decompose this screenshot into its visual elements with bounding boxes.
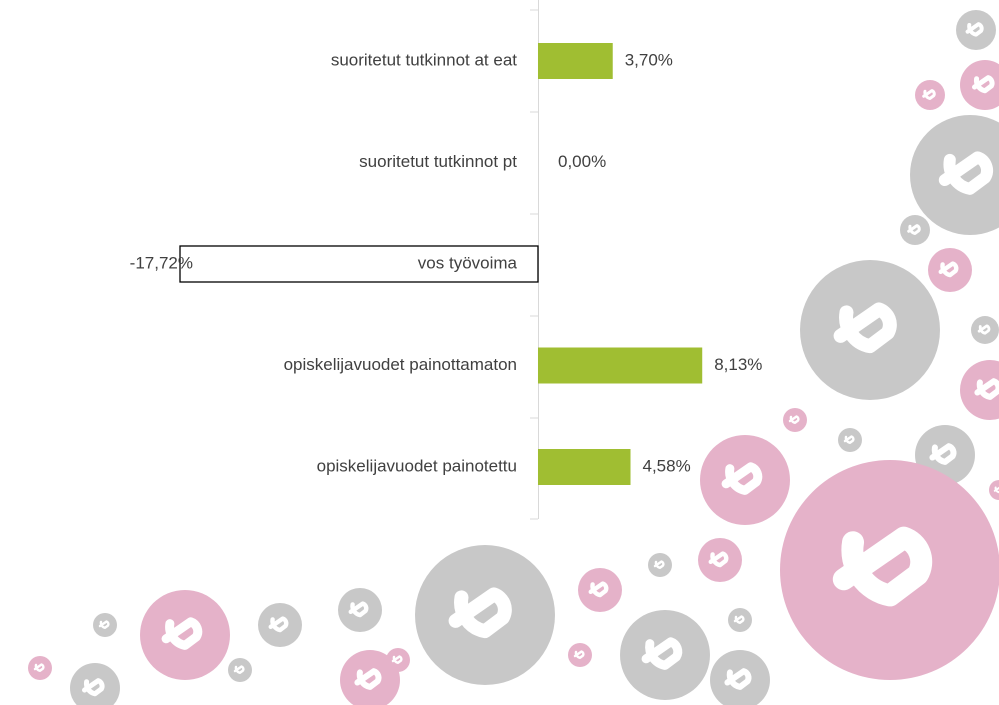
decor-circle [386, 648, 410, 672]
plot-area: suoritetut tutkinnot at eat 3,70% suoritet… [130, 0, 763, 519]
bar [538, 43, 613, 79]
decor-circle [928, 248, 972, 292]
decor-circle [648, 553, 672, 577]
decor-circle [338, 588, 382, 632]
decor-circle [728, 608, 752, 632]
decor-circle [900, 215, 930, 245]
decor-circle [915, 80, 945, 110]
decor-circle [971, 316, 999, 344]
decor-circle [93, 613, 117, 637]
bar [538, 449, 631, 485]
decor-circle [710, 650, 770, 705]
category-label: opiskelijavuodet painottamaton [284, 355, 517, 374]
category-label: suoritetut tutkinnot pt [359, 152, 517, 171]
value-label: 4,58% [643, 456, 691, 475]
value-label: -17,72% [130, 253, 193, 272]
decor-circle [568, 643, 592, 667]
decor-circle [578, 568, 622, 612]
decor-circle [800, 260, 940, 400]
chart: suoritetut tutkinnot at eat 3,70% suoritet… [0, 0, 999, 705]
category-label: vos työvoima [418, 253, 518, 272]
decor-circle [700, 435, 790, 525]
decor-circle [415, 545, 555, 685]
value-label: 3,70% [625, 50, 673, 69]
decor-circle [783, 408, 807, 432]
decor-circle [698, 538, 742, 582]
decor-circle [620, 610, 710, 700]
decor-circle [838, 428, 862, 452]
bar [538, 348, 702, 384]
decor-circle [956, 10, 996, 50]
decor-circle [258, 603, 302, 647]
decor-circle [140, 590, 230, 680]
category-label: opiskelijavuodet painotettu [317, 456, 517, 475]
category-label: suoritetut tutkinnot at eat [331, 50, 517, 69]
decor-circle [780, 460, 999, 680]
value-label: 8,13% [714, 355, 762, 374]
value-label: 0,00% [558, 152, 606, 171]
decor-circle [228, 658, 252, 682]
decor-circle [28, 656, 52, 680]
